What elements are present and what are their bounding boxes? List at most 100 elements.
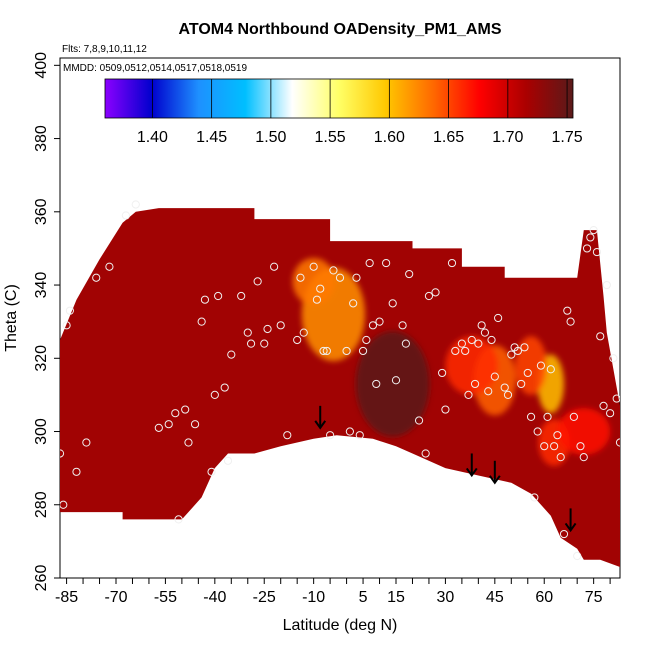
arrow-marker [564,508,577,533]
data-point [349,299,358,308]
heatmap-anomaly [515,336,547,395]
data-point [556,453,565,462]
data-point [569,412,578,421]
data-point [602,280,611,290]
data-point [131,200,140,209]
data-point [283,431,292,440]
colorbar-tick-label: 1.60 [374,129,405,146]
x-tick-label: 15 [387,589,405,606]
data-point [447,258,457,268]
y-tick-label: 380 [33,125,50,152]
data-point [223,456,233,465]
x-axis-label: Latitude (deg N) [283,617,398,634]
y-axis: 260 280 300 320 340 360 380 400 [33,52,60,591]
heatmap-anomaly [292,257,335,305]
y-tick-label: 300 [33,418,50,445]
data-point [606,409,615,418]
data-point [299,328,308,337]
heatmap-anomaly [557,408,611,455]
data-point [424,291,434,301]
colorbar-gradient [104,78,574,119]
data-point [365,258,374,268]
x-tick-label: 75 [585,589,603,606]
data-point [326,431,335,440]
data-point [154,423,163,432]
data-point [214,291,223,301]
data-point [352,273,361,282]
data-point [533,427,542,436]
data-point [573,551,582,561]
data-point [316,284,325,293]
data-point [592,247,602,257]
data-point [263,324,272,334]
data-point [490,372,499,381]
data-point [457,339,466,348]
data-point [65,306,74,315]
data-point [579,453,588,462]
data-point [477,321,486,330]
data-point [540,442,549,451]
data-point [563,306,572,315]
data-point [530,493,539,502]
data-point [553,431,562,440]
data-point [566,317,575,326]
data-point [401,339,410,348]
data-point [190,420,200,429]
data-point [615,438,620,447]
data-point [358,346,368,356]
data-point [362,335,371,345]
data-point [599,401,608,410]
data-point [582,244,592,253]
data-point [319,346,328,356]
data-point [368,321,378,330]
data-point [503,390,513,400]
data-point [375,317,384,326]
data-point [589,226,598,235]
data-point [293,335,302,345]
data-point [513,346,522,356]
x-tick-label: -10 [302,589,325,606]
data-point [438,368,447,378]
data-point [105,262,114,271]
data-point [421,449,430,458]
data-point [543,412,552,421]
data-point [405,269,414,279]
x-tick-label: 45 [486,589,504,606]
arrow-markers [314,405,577,533]
y-tick-label: 260 [33,565,50,592]
y-tick-label: 280 [33,491,50,518]
data-point [260,339,269,348]
data-point [480,328,490,337]
colorbar-tick-label: 1.75 [552,129,583,146]
data-point [270,262,279,271]
data-point [382,258,391,268]
data-point [596,332,605,341]
data-point [451,346,460,356]
data-point [550,442,559,451]
data-point [342,346,351,356]
data-point [576,442,585,451]
data-point [461,346,470,356]
data-point [60,500,68,509]
y-axis-label: Theta (C) [3,284,20,352]
data-point [536,361,546,370]
data-point [559,529,569,539]
data-point [329,266,338,275]
data-point [467,335,476,345]
data-point [612,394,620,403]
data-point [470,379,480,389]
heatmap-domain [60,208,620,567]
data-point [276,321,285,330]
data-point [237,291,246,301]
colorbar-tick-label: 1.65 [433,129,464,146]
data-point [520,343,529,352]
x-tick-label: -25 [253,589,276,606]
data-point [253,277,262,286]
data-point [171,409,180,418]
data-point [181,405,190,414]
data-point [391,376,401,385]
data-point [355,431,364,440]
colorbar-tick-label: 1.45 [196,129,227,146]
